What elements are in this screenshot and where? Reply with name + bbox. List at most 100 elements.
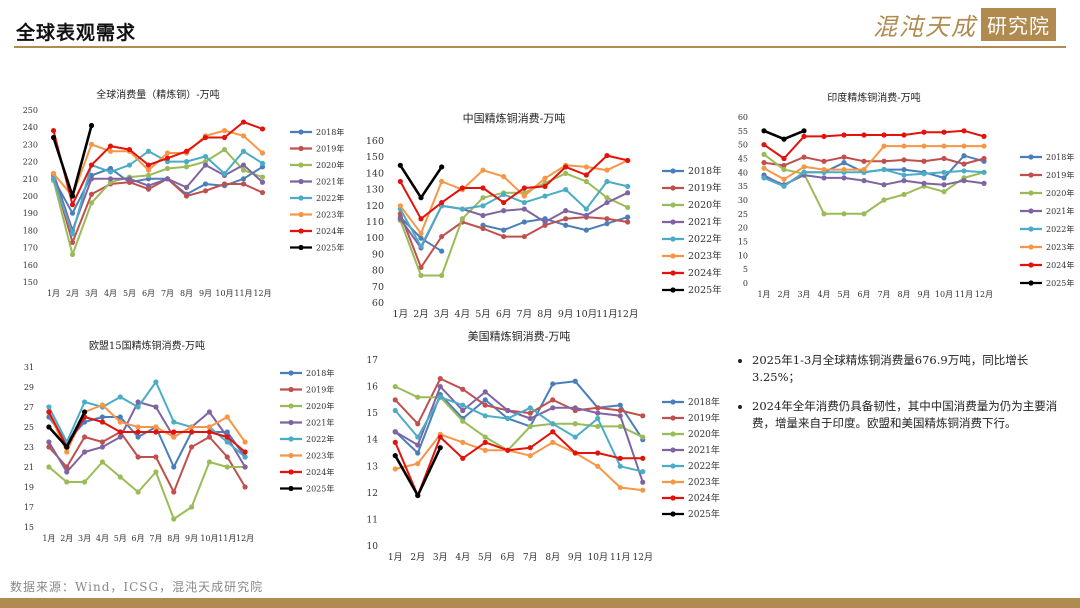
legend-marker <box>298 178 304 185</box>
data-point <box>583 178 589 185</box>
data-point <box>202 188 209 194</box>
data-point <box>480 195 486 201</box>
legend-label: 2022年 <box>1046 224 1074 234</box>
legend-label: 2020年 <box>316 160 344 170</box>
source-note: 数据来源：Wind，ICSG，混沌天成研究院 <box>10 580 264 594</box>
data-point <box>117 419 123 425</box>
data-point <box>595 450 601 456</box>
data-point <box>171 434 177 440</box>
legend-marker <box>1028 190 1034 196</box>
data-point <box>206 429 213 435</box>
series-line <box>52 175 263 244</box>
data-point <box>117 429 123 435</box>
y-tick-label: 230 <box>23 140 38 149</box>
data-point <box>801 164 807 170</box>
data-point <box>617 463 623 469</box>
data-point <box>505 407 511 414</box>
legend-marker <box>1028 226 1034 232</box>
data-point <box>69 251 76 258</box>
data-point <box>206 434 213 440</box>
legend-marker <box>670 463 676 469</box>
series-line <box>48 381 246 458</box>
legend-label: 2023年 <box>316 210 344 220</box>
data-point <box>572 405 578 411</box>
series-line <box>395 433 643 492</box>
data-point <box>781 162 787 169</box>
data-point <box>415 394 421 400</box>
data-point <box>240 181 247 187</box>
data-point <box>761 142 767 148</box>
x-tick-label: 4月 <box>455 309 471 320</box>
legend-marker <box>670 236 676 242</box>
legend-marker <box>1028 262 1034 268</box>
legend-label: 2024年 <box>1046 260 1074 270</box>
data-point <box>259 189 266 196</box>
data-point <box>482 447 488 453</box>
y-tick-label: 180 <box>23 226 38 235</box>
chart-title: 全球消费量（精炼铜）-万吨 <box>96 88 219 101</box>
data-point <box>117 474 123 480</box>
x-tick-label: 12月 <box>236 534 254 543</box>
x-tick-label: 8月 <box>167 534 180 543</box>
data-point <box>81 399 88 405</box>
x-tick-label: 5月 <box>475 309 491 320</box>
data-point <box>99 402 106 408</box>
data-point <box>126 176 133 182</box>
data-point <box>81 409 88 415</box>
series-line <box>763 145 984 181</box>
x-tick-label: 9月 <box>558 309 574 320</box>
data-point <box>153 404 159 410</box>
series-line <box>399 154 628 220</box>
data-point <box>460 386 466 392</box>
data-point <box>171 516 177 522</box>
data-point <box>46 424 52 430</box>
legend-marker <box>670 185 676 191</box>
legend-label: 2021年 <box>316 177 344 187</box>
legend-marker <box>298 228 304 234</box>
x-tick-label: 10月 <box>935 290 953 299</box>
x-tick-label: 8月 <box>897 290 910 299</box>
data-point <box>88 162 95 168</box>
y-tick-label: 13 <box>367 462 379 472</box>
data-point <box>583 172 589 178</box>
data-point <box>117 434 123 440</box>
x-tick-label: 6月 <box>142 289 155 298</box>
data-point <box>625 157 631 164</box>
data-point <box>153 429 159 435</box>
legend-label: 2024年 <box>316 226 344 236</box>
data-point <box>439 233 445 240</box>
data-point <box>921 129 927 135</box>
series-line <box>52 150 264 235</box>
data-point <box>418 264 424 270</box>
data-point <box>550 397 556 403</box>
data-point <box>640 455 646 461</box>
data-point <box>881 197 887 203</box>
legend-marker <box>288 436 294 442</box>
data-point <box>542 175 548 181</box>
legend-marker <box>1028 280 1034 286</box>
data-point <box>781 176 787 182</box>
data-point <box>501 199 507 206</box>
data-point <box>460 402 466 408</box>
legend-label: 2024年 <box>688 267 722 279</box>
data-point <box>501 191 507 198</box>
data-point <box>459 216 465 222</box>
data-point <box>761 151 767 157</box>
chart-title: 美国精炼铜消费-万吨 <box>468 329 571 343</box>
data-point <box>459 185 465 191</box>
data-point <box>259 174 266 180</box>
data-point <box>99 414 106 420</box>
data-point <box>625 190 631 196</box>
data-point <box>69 239 76 246</box>
data-point <box>604 221 610 227</box>
legend-label: 2020年 <box>688 199 722 211</box>
data-point <box>242 484 248 490</box>
data-point <box>550 405 556 411</box>
y-tick-label: 100 <box>366 233 384 244</box>
legend-marker <box>670 479 676 485</box>
y-tick-label: 14 <box>367 436 379 446</box>
data-point <box>50 134 57 141</box>
data-point <box>501 233 507 240</box>
chart-india-consumption: 印度精炼铜消费-万吨 0 5 10 15 20 25 30 35 40 45 50 55 60 1月 2月 3月… <box>738 91 1075 299</box>
x-tick-label: 2月 <box>413 309 429 320</box>
